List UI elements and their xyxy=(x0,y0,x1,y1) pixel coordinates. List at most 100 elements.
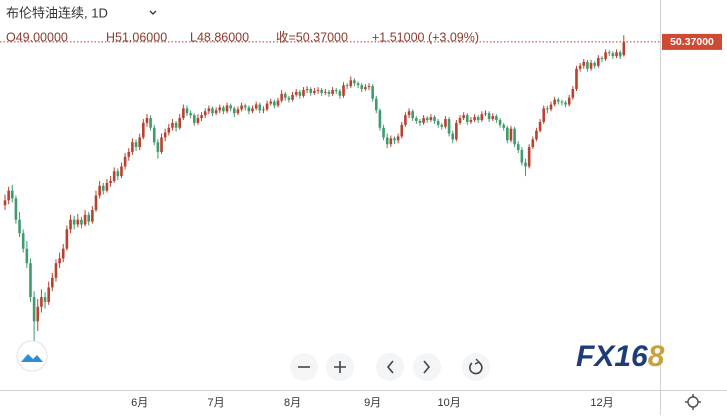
candle-body xyxy=(400,124,404,137)
candle-body xyxy=(40,297,43,307)
candle-body xyxy=(280,93,283,101)
candle-body xyxy=(283,93,287,98)
candle-body xyxy=(389,138,393,145)
candle-body xyxy=(615,52,618,57)
brand-accent: 8 xyxy=(648,340,665,373)
candle-body xyxy=(145,118,149,123)
brand-logo: FX168 xyxy=(576,340,665,373)
candle-body xyxy=(571,89,575,98)
candle-body xyxy=(589,62,593,69)
candle-body xyxy=(353,80,356,84)
candle-body xyxy=(447,119,451,134)
candle-body xyxy=(455,122,458,140)
symbol-dropdown[interactable] xyxy=(149,10,157,15)
plot xyxy=(3,35,626,343)
candle-body xyxy=(36,306,40,322)
candle-body xyxy=(192,115,196,123)
candle-body xyxy=(531,139,535,148)
candle-body xyxy=(276,100,280,106)
candle-body xyxy=(3,200,7,206)
candle-body xyxy=(163,132,167,138)
candle-body xyxy=(360,85,364,90)
candle-body xyxy=(444,119,447,127)
x-tick-label: 8月 xyxy=(284,397,301,409)
candle-body xyxy=(604,52,607,60)
candle-body xyxy=(127,151,131,157)
candle-body xyxy=(7,190,10,201)
candle-body xyxy=(374,98,378,111)
candle-body xyxy=(236,109,240,114)
candle-body xyxy=(134,142,138,148)
candle-body xyxy=(207,108,211,112)
candle-body xyxy=(462,115,465,119)
candle-body xyxy=(29,263,32,298)
ohlc-value: O49.00000 xyxy=(6,30,68,44)
candle-body xyxy=(415,118,418,121)
zoom-in-button[interactable] xyxy=(326,353,354,381)
ohlc-legend: O49.00000 H51.06000 L48.86000 收=50.37000 +1.… xyxy=(6,30,479,44)
candle-body xyxy=(367,86,371,88)
candle-body xyxy=(345,85,349,87)
candle-body xyxy=(287,97,291,100)
candle-body xyxy=(498,120,502,125)
x-tick-label: 9月 xyxy=(364,397,381,409)
candle-body xyxy=(76,219,80,225)
candle-body xyxy=(607,52,611,54)
candle-body xyxy=(527,147,531,167)
candle-body xyxy=(72,219,76,225)
candle-body xyxy=(105,182,109,191)
candle-body xyxy=(495,116,498,120)
symbol-title[interactable]: 布伦特油连续, 1D xyxy=(6,5,108,20)
candle-body xyxy=(597,58,600,66)
candle-body xyxy=(309,89,313,93)
candle-body xyxy=(243,105,247,108)
candle-body xyxy=(338,90,342,96)
last-price-tag xyxy=(662,33,722,50)
zoom-out-button[interactable] xyxy=(290,353,318,381)
candle-body xyxy=(371,86,374,99)
candle-body xyxy=(324,91,327,93)
candle-body xyxy=(142,122,145,138)
candle-body xyxy=(83,214,87,225)
candle-body xyxy=(120,166,123,177)
candle-body xyxy=(349,80,353,87)
candle-body xyxy=(546,108,549,110)
candle-body xyxy=(407,111,411,116)
candle-body xyxy=(465,115,469,122)
candle-body xyxy=(269,101,273,104)
candle-body xyxy=(611,53,615,57)
scroll-left-button[interactable] xyxy=(376,353,404,381)
candle-body xyxy=(473,117,476,120)
candle-body xyxy=(131,142,134,152)
candle-body xyxy=(364,87,367,90)
reset-button[interactable] xyxy=(462,353,490,381)
settings-button[interactable] xyxy=(685,394,701,410)
candle-body xyxy=(10,190,14,199)
candle-body xyxy=(18,219,21,234)
candle-body xyxy=(542,108,546,122)
candle-body xyxy=(487,113,491,120)
candle-body xyxy=(214,110,218,114)
candle-body xyxy=(469,120,473,122)
candle-body xyxy=(58,258,61,264)
candle-body xyxy=(298,91,302,96)
candle-body xyxy=(51,277,54,288)
gear-teeth xyxy=(685,394,701,410)
candle-body xyxy=(393,138,396,141)
candle-body xyxy=(229,105,232,109)
candle-body xyxy=(302,90,305,96)
candle-body xyxy=(476,117,480,120)
candle-body xyxy=(549,104,553,110)
logo-button[interactable] xyxy=(16,340,48,372)
candle-body xyxy=(196,118,200,123)
candle-body xyxy=(433,117,436,121)
candle-body xyxy=(294,91,298,95)
scroll-right-button[interactable] xyxy=(413,353,441,381)
candle-body xyxy=(167,127,171,133)
candle-body xyxy=(203,111,207,116)
candle-body xyxy=(378,110,382,128)
candle-body xyxy=(54,263,58,278)
candle-body xyxy=(251,108,254,112)
ohlc-value: L48.86000 xyxy=(190,30,249,44)
